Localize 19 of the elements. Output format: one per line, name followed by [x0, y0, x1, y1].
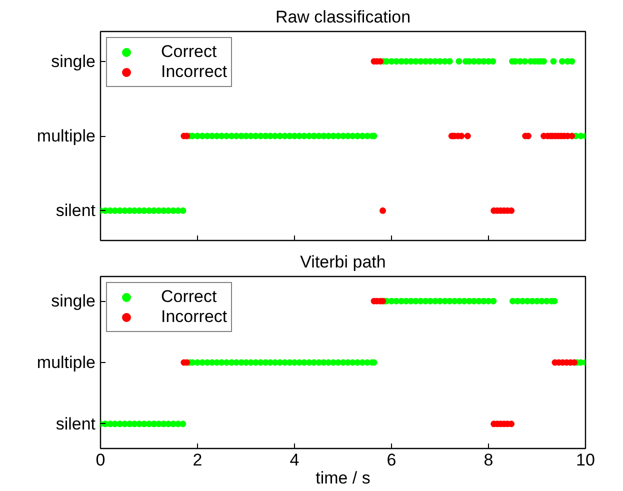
legend-label: Incorrect	[161, 62, 228, 82]
y-tick-label: multiple	[36, 353, 96, 372]
x-tick-label: 0	[96, 450, 106, 470]
chart-title: Viterbi path	[300, 252, 386, 272]
x-tick-label: 10	[576, 450, 595, 470]
legend-label: Correct	[161, 287, 217, 307]
y-tick-label: single	[51, 52, 96, 71]
x-tick-label: 2	[192, 450, 202, 470]
legend-label: Correct	[161, 42, 217, 62]
x-tick-label: 8	[484, 450, 494, 470]
y-tick-label: single	[51, 292, 96, 311]
x-tick-label: 4	[290, 450, 300, 470]
y-tick-label: multiple	[36, 126, 96, 146]
legend-label: Incorrect	[161, 307, 228, 327]
y-tick-label: silent	[56, 201, 96, 220]
y-tick-label: silent	[56, 414, 96, 434]
x-axis-title: time / s	[316, 468, 370, 488]
chart-title: Raw classification	[275, 8, 411, 26]
x-tick-label: 6	[386, 450, 396, 470]
